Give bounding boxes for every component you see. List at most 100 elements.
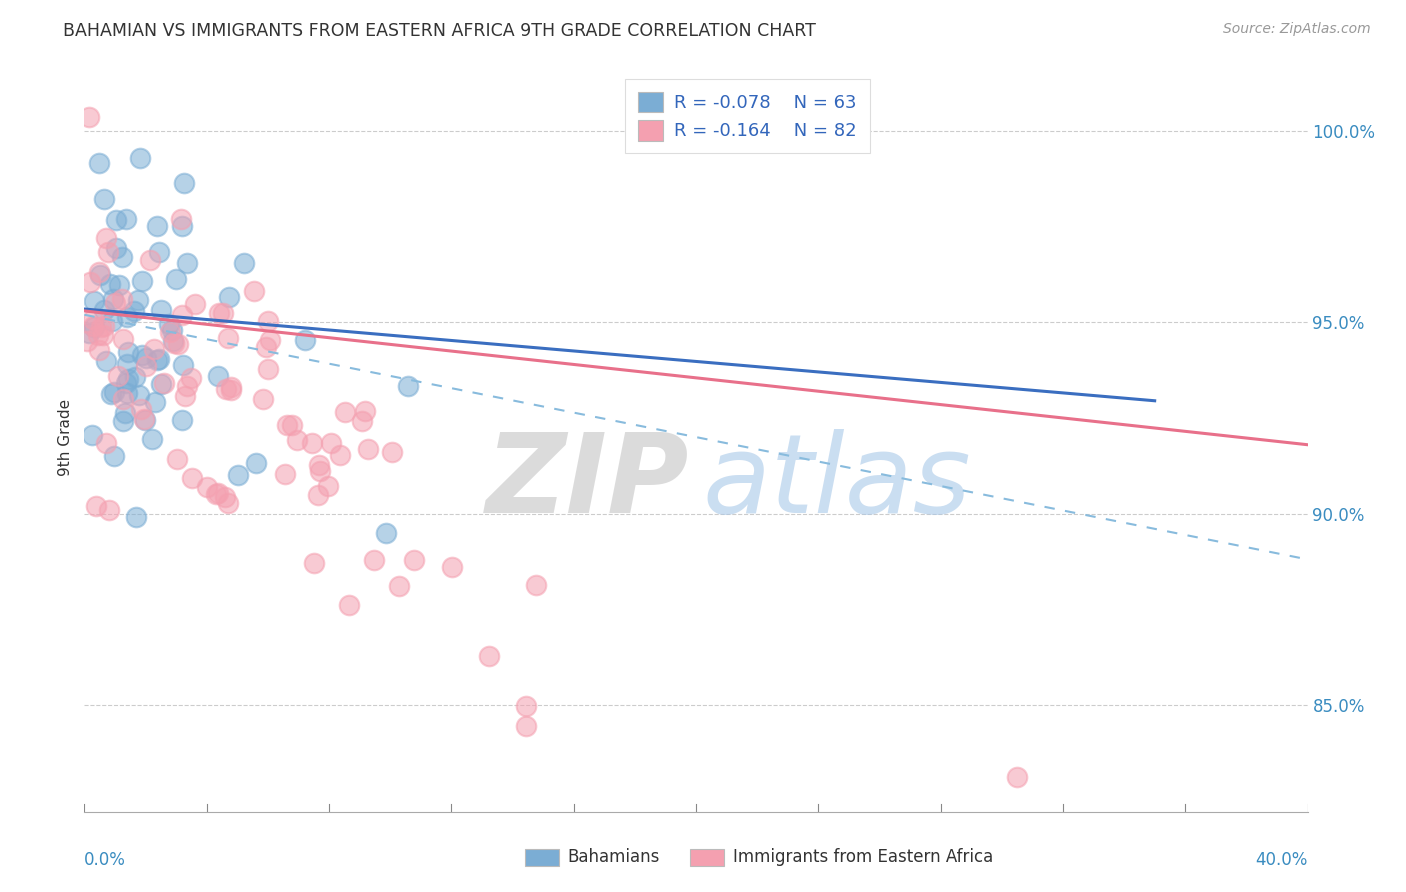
Point bbox=[281, 417, 304, 432]
Point bbox=[179, 370, 201, 384]
Point bbox=[96, 435, 118, 450]
Point bbox=[107, 369, 129, 384]
Point bbox=[329, 449, 352, 463]
Point bbox=[1005, 770, 1028, 784]
Point bbox=[176, 379, 198, 393]
Point bbox=[114, 211, 136, 226]
Point bbox=[212, 306, 235, 320]
Point bbox=[170, 308, 193, 322]
Text: Immigrants from Eastern Africa: Immigrants from Eastern Africa bbox=[733, 848, 993, 866]
Point bbox=[375, 525, 398, 540]
Point bbox=[142, 342, 165, 356]
Point bbox=[404, 553, 426, 567]
Point bbox=[335, 405, 357, 419]
Point bbox=[160, 323, 183, 337]
Point bbox=[363, 553, 385, 567]
Point bbox=[162, 334, 184, 348]
Point bbox=[124, 304, 146, 318]
Point bbox=[111, 250, 134, 264]
Point bbox=[103, 449, 125, 463]
Point bbox=[214, 490, 236, 504]
Point bbox=[101, 313, 124, 327]
Point bbox=[257, 314, 280, 328]
Point bbox=[131, 348, 153, 362]
Point bbox=[254, 340, 277, 354]
Point bbox=[89, 343, 111, 358]
Point bbox=[173, 176, 195, 190]
Point bbox=[115, 385, 138, 400]
Point bbox=[84, 499, 107, 513]
Point bbox=[150, 377, 173, 392]
Point bbox=[79, 275, 101, 289]
Point bbox=[149, 302, 172, 317]
Point bbox=[285, 433, 308, 447]
Point bbox=[215, 382, 238, 396]
Point bbox=[316, 479, 339, 493]
Point bbox=[219, 383, 242, 397]
Point bbox=[387, 579, 409, 593]
Point bbox=[218, 290, 240, 304]
Point bbox=[115, 376, 138, 390]
Point bbox=[112, 332, 135, 346]
Point bbox=[117, 372, 139, 386]
Point bbox=[132, 411, 155, 425]
Text: 40.0%: 40.0% bbox=[1256, 851, 1308, 869]
Point bbox=[146, 219, 169, 233]
Point bbox=[162, 335, 184, 350]
Point bbox=[83, 294, 105, 309]
Point bbox=[112, 414, 135, 428]
Point bbox=[245, 456, 267, 470]
Point bbox=[243, 284, 266, 298]
Point bbox=[176, 256, 198, 270]
Point bbox=[274, 467, 297, 481]
FancyBboxPatch shape bbox=[524, 849, 560, 865]
Point bbox=[141, 432, 163, 446]
Point bbox=[217, 496, 239, 510]
Point bbox=[125, 509, 148, 524]
Point bbox=[181, 471, 204, 485]
Point bbox=[226, 467, 249, 482]
Text: 0.0%: 0.0% bbox=[84, 851, 127, 869]
Point bbox=[172, 219, 194, 233]
Point bbox=[319, 436, 342, 450]
Point bbox=[207, 369, 229, 384]
Point bbox=[80, 427, 103, 442]
Point bbox=[127, 293, 149, 308]
Point bbox=[166, 452, 188, 467]
Point bbox=[103, 384, 125, 399]
Point bbox=[396, 379, 419, 393]
Point bbox=[441, 560, 464, 574]
Point bbox=[104, 295, 127, 310]
Point bbox=[96, 245, 118, 260]
Point bbox=[259, 334, 281, 348]
Point bbox=[77, 326, 100, 340]
Point bbox=[217, 331, 239, 345]
Point bbox=[128, 388, 150, 402]
Point bbox=[221, 380, 243, 394]
Point bbox=[170, 413, 193, 427]
Point bbox=[117, 345, 139, 359]
Point bbox=[276, 417, 298, 432]
Text: atlas: atlas bbox=[702, 428, 970, 535]
Point bbox=[174, 389, 197, 403]
Point bbox=[515, 719, 537, 733]
Point bbox=[129, 151, 152, 165]
FancyBboxPatch shape bbox=[690, 849, 724, 865]
Point bbox=[87, 156, 110, 170]
Point bbox=[302, 556, 325, 570]
Point bbox=[79, 110, 101, 124]
Point bbox=[301, 436, 323, 450]
Text: Bahamians: Bahamians bbox=[568, 848, 659, 866]
Point bbox=[207, 486, 229, 500]
Point bbox=[478, 648, 501, 663]
Point bbox=[183, 297, 205, 311]
Point bbox=[117, 310, 139, 324]
Point bbox=[111, 293, 134, 307]
Point bbox=[308, 458, 330, 472]
Point bbox=[172, 358, 194, 372]
Point bbox=[90, 319, 112, 334]
Point bbox=[337, 599, 360, 613]
Point bbox=[354, 403, 377, 417]
Point bbox=[89, 268, 111, 282]
Point bbox=[114, 406, 136, 420]
